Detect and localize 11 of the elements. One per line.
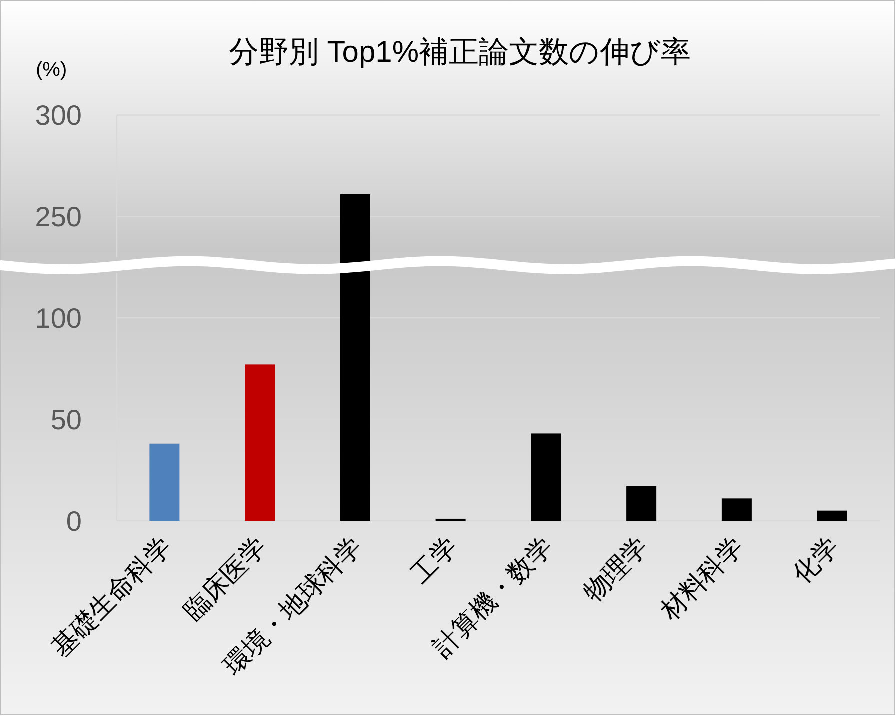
x-tick-label: 材料科学 bbox=[654, 531, 750, 626]
chart-title: 分野別 Top1%補正論文数の伸び率 bbox=[228, 36, 692, 69]
y-tick-label: 250 bbox=[35, 202, 82, 233]
x-tick-label: 臨床医学 bbox=[178, 531, 272, 626]
x-tick-label: 物理学 bbox=[577, 531, 654, 608]
y-axis-title: (%) bbox=[36, 59, 68, 81]
y-tick-label: 50 bbox=[50, 404, 82, 436]
y-tick-label: 100 bbox=[35, 303, 82, 334]
y-tick-label: 300 bbox=[35, 100, 82, 132]
x-tick-label: 化学 bbox=[786, 531, 845, 590]
x-tick-label: 工学 bbox=[405, 531, 464, 590]
